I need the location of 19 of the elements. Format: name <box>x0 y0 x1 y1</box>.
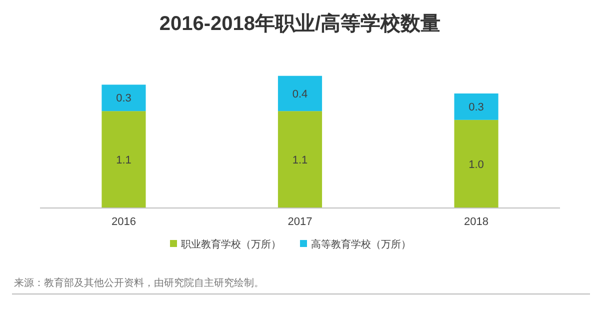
bar <box>278 111 322 208</box>
chart-title: 2016-2018年职业/高等学校数量 <box>159 12 441 35</box>
legend-label: 职业教育学校（万所） <box>181 238 281 250</box>
data-label: 1.0 <box>468 158 484 171</box>
x-tick-label: 2017 <box>288 216 312 228</box>
x-tick-label: 2018 <box>464 216 489 228</box>
bar <box>454 120 498 208</box>
bar <box>278 76 322 112</box>
x-tick-label: 2016 <box>111 216 136 228</box>
data-label: 0.3 <box>116 92 132 105</box>
data-label: 0.3 <box>468 102 484 114</box>
bar <box>102 84 146 112</box>
bar <box>102 111 146 208</box>
data-label: 0.4 <box>292 88 308 100</box>
source-note: 来源：教育部及其他公开资料，由研究院自主研究绘制。 <box>14 277 264 289</box>
data-label: 1.1 <box>116 154 132 166</box>
data-label: 1.1 <box>292 154 308 166</box>
legend-label: 高等教育学校（万所） <box>311 238 411 250</box>
bar <box>454 93 498 120</box>
